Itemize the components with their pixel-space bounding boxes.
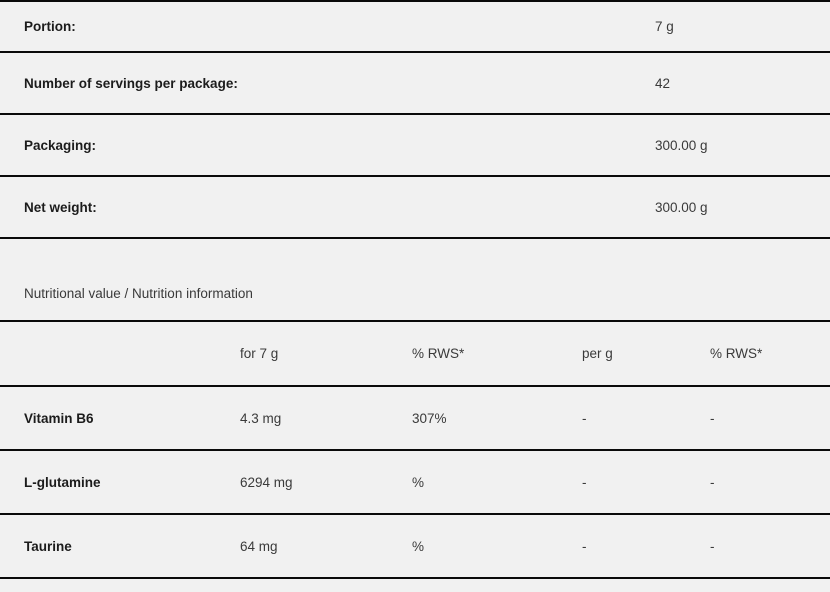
column-header-per-g: per g xyxy=(582,346,613,361)
spec-row-net-weight: Net weight: 300.00 g xyxy=(0,177,830,239)
nutrient-rws-g: - xyxy=(710,410,715,426)
spec-value: 7 g xyxy=(655,19,674,34)
nutrition-section-title: Nutritional value / Nutrition informatio… xyxy=(24,286,253,301)
nutrition-row-vitamin-b6: Vitamin B6 4.3 mg 307% - - xyxy=(0,387,830,451)
nutrient-rws-g: - xyxy=(710,538,715,554)
column-header-per-portion: for 7 g xyxy=(240,346,279,361)
spec-label: Net weight: xyxy=(24,199,97,215)
nutrient-per-portion: 6294 mg xyxy=(240,474,293,490)
nutrition-row-l-glutamine: L-glutamine 6294 mg % - - xyxy=(0,451,830,515)
column-header-rws-portion: % RWS* xyxy=(412,346,465,361)
nutrient-per-portion: 64 mg xyxy=(240,538,278,554)
nutrition-section-title-row: Nutritional value / Nutrition informatio… xyxy=(0,239,830,322)
nutrition-table: for 7 g % RWS* per g % RWS* Vitamin B6 4… xyxy=(0,322,830,579)
spec-value: 42 xyxy=(655,75,671,91)
nutrition-row-taurine: Taurine 64 mg % - - xyxy=(0,515,830,579)
nutrient-rws-portion: 307% xyxy=(412,410,447,426)
nutrient-per-g: - xyxy=(582,538,587,554)
spec-row-portion: Portion: 7 g xyxy=(0,2,830,53)
nutrient-per-g: - xyxy=(582,410,587,426)
spec-row-servings: Number of servings per package: 42 xyxy=(0,53,830,115)
spec-row-packaging: Packaging: 300.00 g xyxy=(0,115,830,177)
spec-label: Packaging: xyxy=(24,137,97,153)
nutrient-rws-portion: % xyxy=(412,538,425,554)
nutrient-name: Taurine xyxy=(24,538,72,554)
nutrient-rws-g: - xyxy=(710,474,715,490)
product-spec-table: Portion: 7 g Number of servings per pack… xyxy=(0,2,830,239)
column-header-rws-g: % RWS* xyxy=(710,346,763,361)
spec-label: Number of servings per package: xyxy=(24,75,238,91)
nutrition-header-row: for 7 g % RWS* per g % RWS* xyxy=(0,322,830,387)
nutrient-rws-portion: % xyxy=(412,474,425,490)
spec-value: 300.00 g xyxy=(655,137,708,153)
nutrient-per-portion: 4.3 mg xyxy=(240,410,282,426)
nutrient-name: Vitamin B6 xyxy=(24,410,94,426)
nutrient-name: L-glutamine xyxy=(24,474,101,490)
spec-value: 300.00 g xyxy=(655,199,708,215)
spec-label: Portion: xyxy=(24,19,76,34)
nutrient-per-g: - xyxy=(582,474,587,490)
